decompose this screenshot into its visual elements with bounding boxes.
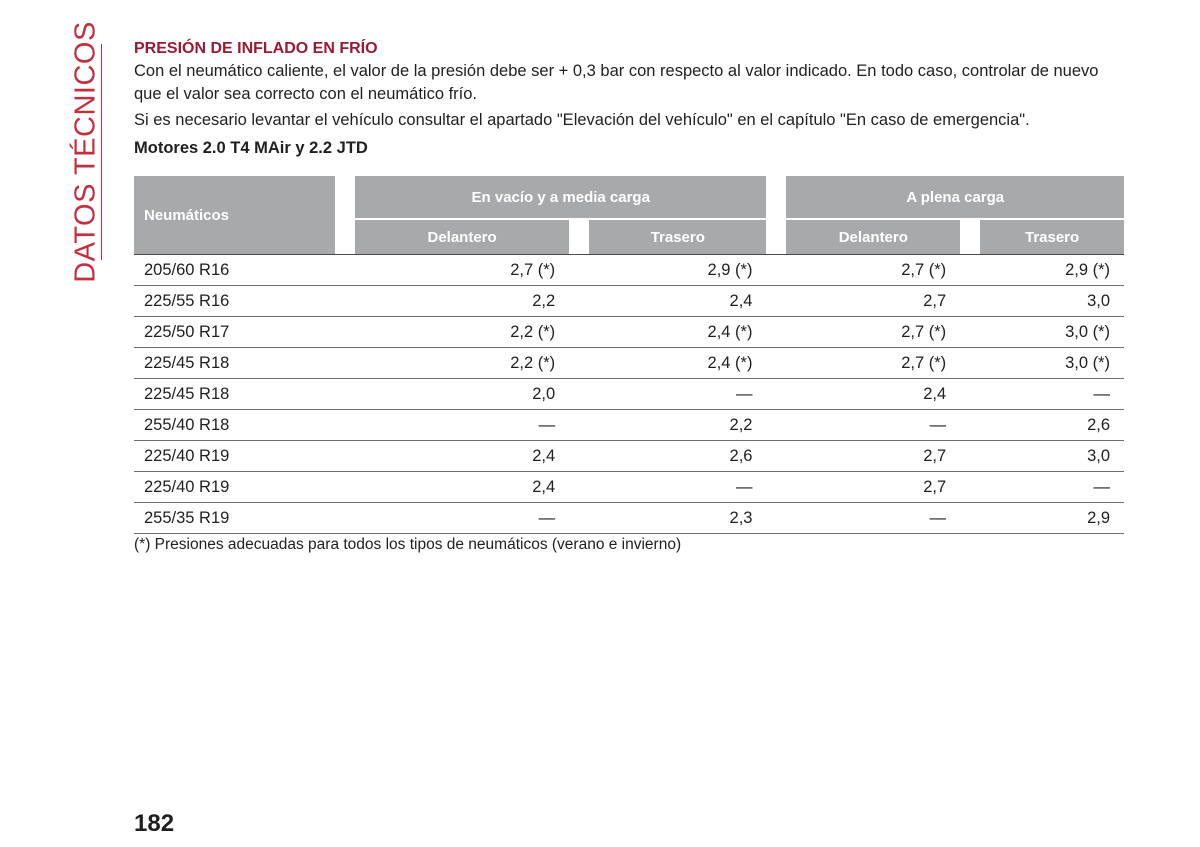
- pressure-cell: 2,7 (*): [786, 254, 961, 286]
- pressure-cell: 2,4 (*): [589, 347, 767, 379]
- pressure-cell: 2,7 (*): [786, 347, 961, 379]
- section-side-title: DATOS TÉCNICOS: [68, 21, 104, 283]
- pressure-cell: 2,4: [786, 378, 961, 410]
- pressure-cell: 3,0 (*): [980, 347, 1124, 379]
- pressure-cell: 2,7: [786, 440, 961, 472]
- pressure-cell: 2,7: [786, 285, 961, 317]
- tyre-size-cell: 255/40 R18: [134, 409, 335, 441]
- pressure-cell: 2,9: [980, 502, 1124, 534]
- main-content: PRESIÓN DE INFLADO EN FRÍO Con el neumát…: [134, 38, 1124, 161]
- header-rear-1: Trasero: [589, 219, 767, 255]
- pressure-cell: —: [589, 471, 767, 503]
- pressure-cell: 2,9 (*): [980, 254, 1124, 286]
- pressure-cell: 2,7: [786, 471, 961, 503]
- pressure-cell: 2,0: [355, 378, 570, 410]
- table-row: 225/40 R19 2,4 2,6 2,7 3,0: [134, 440, 1124, 472]
- header-front-2: Delantero: [786, 219, 961, 255]
- pressure-cell: 2,7 (*): [355, 254, 570, 286]
- table-row: 225/45 R18 2,2 (*) 2,4 (*) 2,7 (*) 3,0 (*): [134, 347, 1124, 379]
- pressure-cell: 2,7 (*): [786, 316, 961, 348]
- pressure-cell: 2,2 (*): [355, 316, 570, 348]
- pressure-cell: 2,4: [355, 471, 570, 503]
- table-row: 225/50 R17 2,2 (*) 2,4 (*) 2,7 (*) 3,0 (*): [134, 316, 1124, 348]
- tyre-size-cell: 225/40 R19: [134, 471, 335, 503]
- table-row: 225/40 R19 2,4 — 2,7 —: [134, 471, 1124, 503]
- header-group-full-load: A plena carga: [786, 176, 1124, 220]
- page-number: 182: [134, 810, 175, 837]
- tyre-size-cell: 225/50 R17: [134, 316, 335, 348]
- table-row: 255/40 R18 — 2,2 — 2,6: [134, 409, 1124, 441]
- pressure-cell: —: [355, 409, 570, 441]
- header-tyres: Neumáticos: [134, 176, 335, 255]
- tyre-size-cell: 225/55 R16: [134, 285, 335, 317]
- pressure-cell: 2,2: [589, 409, 767, 441]
- table-row: 205/60 R16 2,7 (*) 2,9 (*) 2,7 (*) 2,9 (*): [134, 254, 1124, 286]
- pressure-cell: 2,6: [589, 440, 767, 472]
- pressure-cell: 2,2 (*): [355, 347, 570, 379]
- paragraph-lift-vehicle: Si es necesario levantar el vehículo con…: [134, 111, 1030, 129]
- tyre-size-cell: 225/45 R18: [134, 347, 335, 379]
- pressure-cell: —: [786, 409, 961, 441]
- pressure-cell: —: [589, 378, 767, 410]
- pressure-cell: 3,0 (*): [980, 316, 1124, 348]
- table-row: 225/55 R16 2,2 2,4 2,7 3,0: [134, 285, 1124, 317]
- pressure-cell: 2,6: [980, 409, 1124, 441]
- pressure-cell: —: [355, 502, 570, 534]
- paragraph-hot-tyre: Con el neumático caliente, el valor de l…: [134, 62, 1099, 103]
- table-body: 205/60 R16 2,7 (*) 2,9 (*) 2,7 (*) 2,9 (*) 22…: [134, 254, 1124, 534]
- pressure-cell: —: [980, 471, 1124, 503]
- header-front-1: Delantero: [355, 219, 570, 255]
- pressure-table: Neumáticos En vacío y a media carga A pl…: [134, 176, 1124, 534]
- pressure-cell: 2,4 (*): [589, 316, 767, 348]
- pressure-cell: —: [786, 502, 961, 534]
- pressure-cell: 2,3: [589, 502, 767, 534]
- pressure-cell: 2,2: [355, 285, 570, 317]
- pressure-cell: —: [980, 378, 1124, 410]
- pressure-cell: 3,0: [980, 440, 1124, 472]
- footnote: (*) Presiones adecuadas para todos los t…: [134, 536, 682, 553]
- table-row: 225/45 R18 2,0 — 2,4 —: [134, 378, 1124, 410]
- table-row: 255/35 R19 — 2,3 — 2,9: [134, 502, 1124, 534]
- section-title-text: DATOS TÉCNICOS: [69, 21, 102, 283]
- tyre-size-cell: 255/35 R19: [134, 502, 335, 534]
- tyre-size-cell: 205/60 R16: [134, 254, 335, 286]
- pressure-cell: 2,4: [589, 285, 767, 317]
- section-divider: [101, 44, 102, 260]
- tyre-size-cell: 225/40 R19: [134, 440, 335, 472]
- pressure-cell: 2,9 (*): [589, 254, 767, 286]
- pressure-cell: 3,0: [980, 285, 1124, 317]
- page-heading: PRESIÓN DE INFLADO EN FRÍO: [134, 40, 378, 57]
- pressure-cell: 2,4: [355, 440, 570, 472]
- tyre-size-cell: 225/45 R18: [134, 378, 335, 410]
- header-group-partial-load: En vacío y a media carga: [355, 176, 767, 220]
- engine-subheading: Motores 2.0 T4 MAir y 2.2 JTD: [134, 139, 368, 157]
- header-rear-2: Trasero: [980, 219, 1124, 255]
